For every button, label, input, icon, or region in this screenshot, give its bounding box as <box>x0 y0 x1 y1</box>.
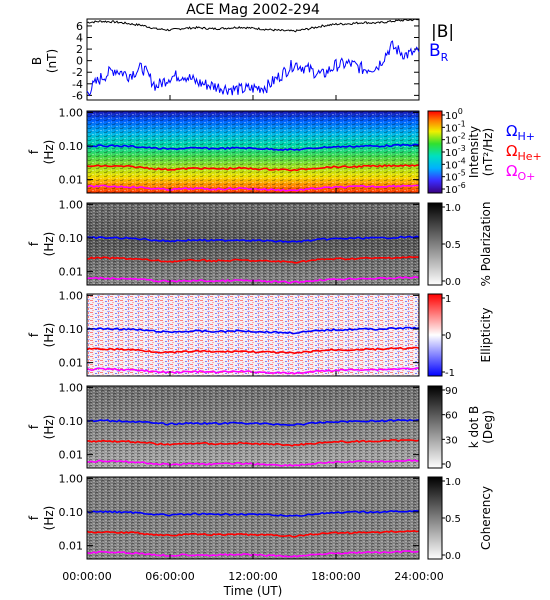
freq-tick-label: 1.00 <box>59 381 84 394</box>
series-B-R <box>86 40 420 97</box>
colorbar-tick-label: 30 <box>445 435 458 446</box>
mag-ylabel: B <box>30 57 44 65</box>
freq-ylabel: f <box>27 424 41 429</box>
gyro-H-line <box>87 235 420 243</box>
k-dot-b-colorbar-unit: (Deg) <box>481 410 495 444</box>
coherency-colorbar-label: Coherency <box>479 486 493 550</box>
gyro-He-line <box>86 529 420 538</box>
intensity-panel: 1.000.100.01f (Hz)10010-110-210-310-410-5… <box>27 106 495 196</box>
figure-title: ACE Mag 2002-294 <box>186 2 320 18</box>
freq-tick-label: 0.10 <box>59 232 84 245</box>
mag-ytick-label: 6 <box>76 20 83 33</box>
polarization-colorbar <box>427 202 443 286</box>
gyro-He-line <box>86 164 420 172</box>
intensity-colorbar-unit: (nT²/Hz) <box>481 128 495 176</box>
gyro-He-line <box>86 346 420 355</box>
freq-ylabel: f <box>27 241 41 246</box>
mag-panel-frame <box>86 18 420 101</box>
ellipticity-colorbar <box>427 293 443 377</box>
colorbar-tick-label: 0.5 <box>445 514 461 525</box>
k-dot-b-colorbar <box>427 385 443 469</box>
polarization-panel: 1.00 0.10 0.01 f (Hz) 1.0 0.5 0.0 % Polarization <box>27 198 493 288</box>
mag-yunit: (nT) <box>45 49 59 73</box>
mag-ytick-label: 4 <box>76 32 83 45</box>
coherency-texture <box>87 477 419 559</box>
legend-omega-H: ΩH+ <box>506 122 535 143</box>
intensity-texture <box>87 111 419 193</box>
series-B-magnitude <box>86 18 419 33</box>
colorbar-tick-label: 0 <box>445 460 451 471</box>
freq-tick-label: 1.00 <box>59 289 84 302</box>
freq-yunit: (Hz) <box>42 506 56 531</box>
freq-yunit: (Hz) <box>42 140 56 165</box>
freq-tick-label: 0.01 <box>59 266 84 279</box>
freq-tick-label: 0.10 <box>59 323 84 336</box>
legend-B: |B| <box>431 22 454 42</box>
legend-BR: BR <box>429 41 449 64</box>
colorbar-tick-label: 90 <box>445 386 458 397</box>
colorbar-tick-label: 0 <box>445 331 451 342</box>
freq-ylabel: f <box>27 515 41 520</box>
polarization-colorbar-label: % Polarization <box>479 202 493 287</box>
freq-ylabel: f <box>27 332 41 337</box>
colorbar-tick-label: 60 <box>445 411 458 422</box>
polarization-texture <box>87 203 419 285</box>
freq-tick-label: 0.10 <box>59 506 84 519</box>
colorbar-tick-label: 0.5 <box>445 240 461 251</box>
freq-ylabel: f <box>27 149 41 154</box>
gyro-H-line <box>86 418 420 426</box>
legend-omega-O: ΩO+ <box>506 162 535 183</box>
freq-tick-label: 0.01 <box>59 540 84 553</box>
colorbar-tick-label: 1 <box>445 294 451 305</box>
colorbar-tick-label: 1.0 <box>445 203 461 214</box>
freq-tick-label: 1.00 <box>59 106 84 119</box>
intensity-colorbar-label: Intensity <box>467 126 481 178</box>
mag-ytick-label: 2 <box>76 43 83 56</box>
xaxis-label: Time (UT) <box>223 584 283 598</box>
freq-yunit: (Hz) <box>42 323 56 348</box>
gyro-H-line <box>86 326 420 335</box>
k-dot-b-texture <box>87 386 419 468</box>
colorbar-tick-label: 0.0 <box>445 551 461 562</box>
freq-tick-label: 0.01 <box>59 357 84 370</box>
freq-tick-label: 0.10 <box>59 140 84 153</box>
gyro-He-line <box>86 255 420 264</box>
colorbar-tick-label: 1.0 <box>445 477 461 488</box>
coherency-colorbar <box>427 476 443 560</box>
freq-tick-label: 0.10 <box>59 415 84 428</box>
legend-omega-He: ΩHe+ <box>506 142 542 163</box>
ellipticity-panel: 1.00 0.10 0.01 f (Hz) 1 0 -1 Ellipticity <box>27 289 493 379</box>
coherency-panel: 1.00 0.10 0.01 f (Hz) 1.0 0.5 0.0 Coherency <box>27 472 493 562</box>
mag-ytick-label: -6 <box>72 89 83 102</box>
freq-tick-label: 0.01 <box>59 449 84 462</box>
colorbar-tick-label: 0.0 <box>445 277 461 288</box>
freq-yunit: (Hz) <box>42 415 56 440</box>
gyrofrequency-legend: ΩH+ ΩHe+ ΩO+ <box>506 122 542 183</box>
time-axis: 00:00:00 06:00:00 12:00:00 18:00:00 24:00:00 <box>62 95 444 583</box>
freq-tick-label: 0.01 <box>59 174 84 187</box>
intensity-colorbar <box>427 110 443 194</box>
time-tick-label: 24:00:00 <box>394 570 443 583</box>
time-tick-label: 00:00:00 <box>62 570 111 583</box>
colorbar-tick-label: -1 <box>445 368 455 379</box>
time-tick-label: 06:00:00 <box>145 570 194 583</box>
gyro-He-line <box>86 439 420 447</box>
freq-yunit: (Hz) <box>42 232 56 257</box>
gyro-H-line <box>86 143 420 152</box>
ellipticity-spectrogram <box>87 294 419 376</box>
freq-tick-label: 1.00 <box>59 472 84 485</box>
gyro-H-line <box>86 509 419 517</box>
time-tick-label: 12:00:00 <box>228 570 277 583</box>
k-dot-b-colorbar-label: k dot B <box>467 406 481 448</box>
mag-ytick-label: -4 <box>72 78 83 91</box>
mag-ytick-label: -2 <box>72 66 83 79</box>
k-dot-b-panel: 1.00 0.10 0.01 f (Hz) 90 60 30 0 k dot B (Deg) <box>27 381 495 471</box>
time-tick-label: 18:00:00 <box>311 570 360 583</box>
spectral-panels: 1.000.100.01f (Hz)10010-110-210-310-410-5… <box>27 106 495 562</box>
ellipticity-colorbar-label: Ellipticity <box>479 308 493 363</box>
mag-ytick-label: 0 <box>76 55 83 68</box>
freq-tick-label: 1.00 <box>59 198 84 211</box>
